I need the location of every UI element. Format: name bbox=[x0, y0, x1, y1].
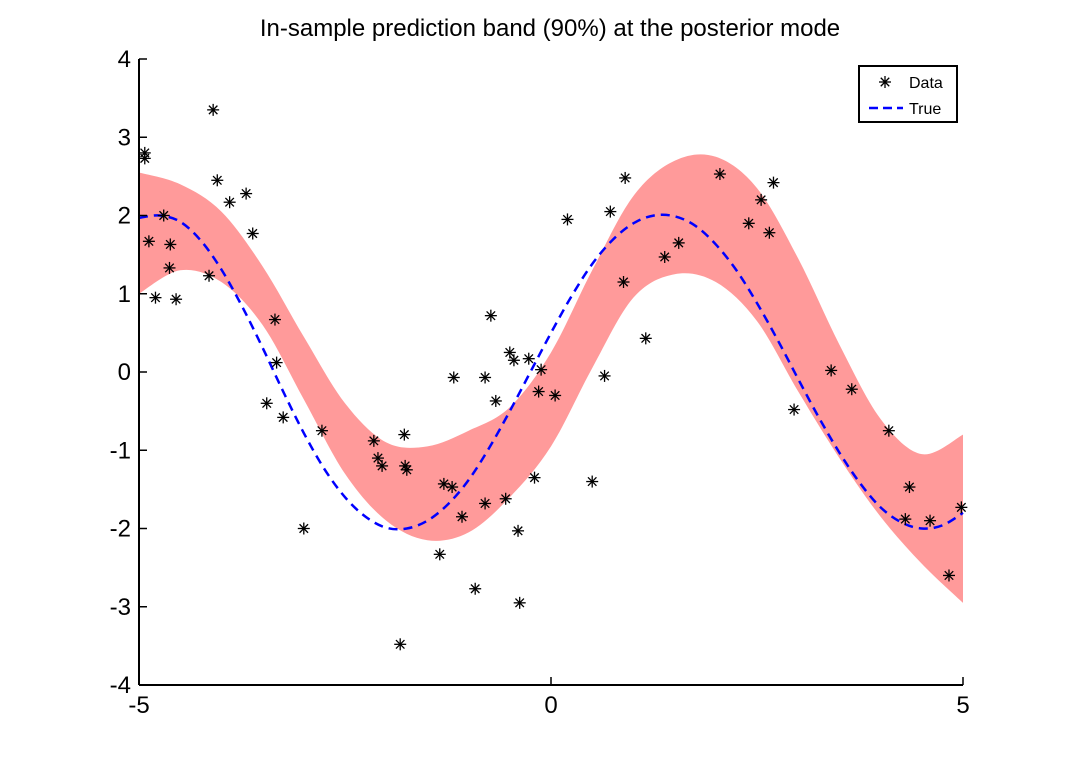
data-point bbox=[315, 424, 328, 437]
data-point bbox=[617, 276, 630, 289]
data-point bbox=[446, 481, 459, 494]
data-point bbox=[170, 293, 183, 306]
x-tick-label: 5 bbox=[956, 692, 969, 719]
true-line bbox=[138, 213, 964, 531]
data-point bbox=[157, 209, 170, 222]
axes-layer: -4 -3 -2 -1 0 1 2 3 4 -5 0 5 bbox=[110, 46, 970, 719]
data-point bbox=[586, 475, 599, 488]
data-point bbox=[619, 171, 632, 184]
data-point bbox=[513, 596, 526, 609]
data-point bbox=[400, 463, 413, 476]
data-point bbox=[240, 187, 253, 200]
y-tick-label: 3 bbox=[118, 124, 131, 151]
data-point bbox=[433, 548, 446, 561]
y-tick-label: 2 bbox=[118, 203, 131, 230]
data-point bbox=[924, 514, 937, 527]
data-point bbox=[277, 411, 290, 424]
data-point bbox=[598, 369, 611, 382]
data-point bbox=[163, 261, 176, 274]
data-point bbox=[211, 174, 224, 187]
data-point bbox=[297, 522, 310, 535]
data-point bbox=[499, 492, 512, 505]
y-tick-label: -4 bbox=[110, 672, 131, 699]
data-point bbox=[164, 238, 177, 251]
y-tick-label: 1 bbox=[118, 281, 131, 308]
data-point bbox=[882, 424, 895, 437]
y-tick-label: 4 bbox=[118, 46, 131, 73]
data-point bbox=[394, 638, 407, 651]
data-point bbox=[479, 497, 492, 510]
y-tick-label: -1 bbox=[110, 437, 131, 464]
data-point bbox=[604, 205, 617, 218]
data-point bbox=[742, 217, 755, 230]
data-point bbox=[376, 459, 389, 472]
legend-label: Data bbox=[909, 75, 943, 92]
x-tick-label: -5 bbox=[128, 692, 149, 719]
data-point bbox=[755, 193, 768, 206]
data-point bbox=[489, 394, 502, 407]
legend-data-marker bbox=[879, 76, 891, 88]
data-point bbox=[507, 354, 520, 367]
data-point bbox=[484, 309, 497, 322]
data-point bbox=[549, 389, 562, 402]
data-point bbox=[528, 471, 541, 484]
chart-title: In-sample prediction band (90%) at the p… bbox=[260, 15, 840, 42]
data-point bbox=[203, 269, 216, 282]
data-point bbox=[138, 152, 151, 165]
data-point bbox=[367, 434, 380, 447]
data-point bbox=[672, 236, 685, 249]
data-point bbox=[522, 352, 535, 365]
data-point bbox=[825, 364, 838, 377]
data-point bbox=[942, 569, 955, 582]
data-point bbox=[456, 510, 469, 523]
x-tick-label: 0 bbox=[544, 692, 557, 719]
data-point bbox=[270, 356, 283, 369]
prediction-band-layer bbox=[139, 154, 963, 603]
data-point bbox=[398, 428, 411, 441]
data-point bbox=[149, 291, 162, 304]
legend-box bbox=[858, 65, 958, 123]
data-point bbox=[142, 235, 155, 248]
data-point bbox=[658, 250, 671, 263]
data-point bbox=[955, 501, 968, 514]
data-point bbox=[437, 477, 450, 490]
legend-label: True bbox=[909, 101, 941, 118]
data-point bbox=[260, 397, 273, 410]
data-points-layer bbox=[138, 103, 968, 651]
y-tick-label: 0 bbox=[118, 359, 131, 386]
data-point bbox=[268, 313, 281, 326]
true-line-layer bbox=[138, 213, 964, 531]
data-point bbox=[561, 213, 574, 226]
data-point bbox=[207, 103, 220, 116]
data-point bbox=[845, 383, 858, 396]
data-point bbox=[763, 226, 776, 239]
y-tick-label: -3 bbox=[110, 594, 131, 621]
data-point bbox=[903, 481, 916, 494]
data-point bbox=[899, 513, 912, 526]
data-point bbox=[469, 582, 482, 595]
data-point bbox=[713, 168, 726, 181]
data-point bbox=[223, 196, 236, 209]
data-point bbox=[512, 524, 525, 537]
legend: Data True bbox=[858, 65, 958, 123]
y-tick-label: -2 bbox=[110, 516, 131, 543]
data-point bbox=[639, 332, 652, 345]
data-point bbox=[532, 385, 545, 398]
data-point bbox=[767, 176, 780, 189]
data-point bbox=[479, 371, 492, 384]
data-point bbox=[246, 227, 259, 240]
prediction-band bbox=[139, 154, 963, 603]
data-point bbox=[788, 403, 801, 416]
data-point bbox=[535, 363, 548, 376]
data-point bbox=[447, 371, 460, 384]
